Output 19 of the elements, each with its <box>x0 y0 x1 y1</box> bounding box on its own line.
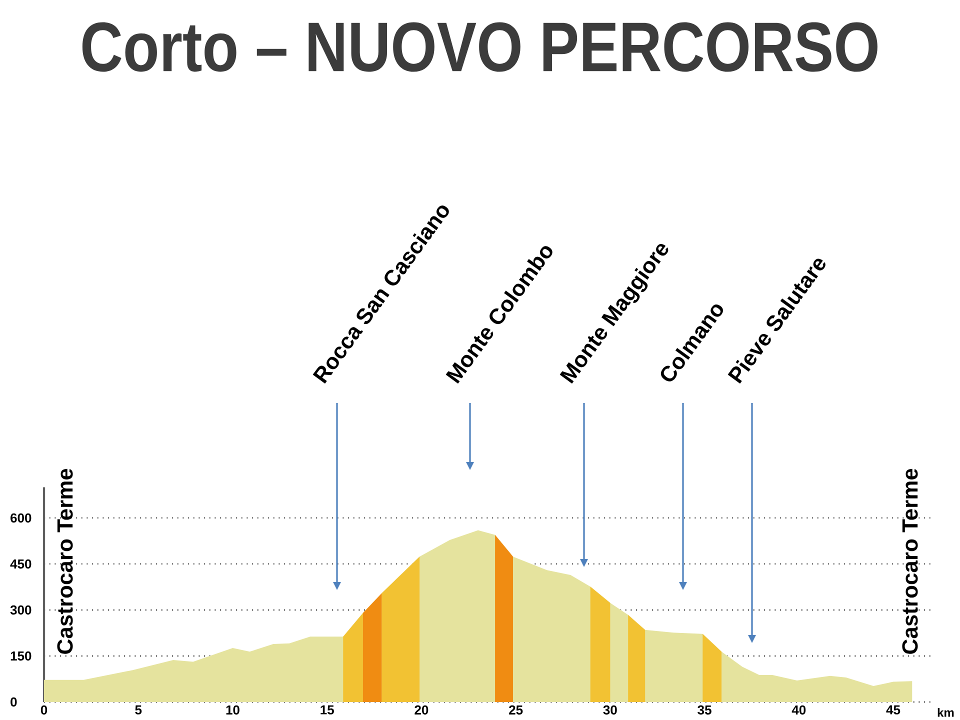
annotation: Castrocaro Terme <box>902 468 918 654</box>
chart-title: Corto – NUOVO PERCORSO <box>82 22 878 72</box>
x-tick-label: 20 <box>414 705 428 715</box>
x-axis-title: km <box>938 708 954 717</box>
annotation: Castrocaro Terme <box>57 468 73 654</box>
x-tick-label: 15 <box>320 705 334 714</box>
y-tick-label: 300 <box>10 605 32 615</box>
y-tick-label: 0 <box>10 697 17 707</box>
x-tick-label: 10 <box>226 705 240 715</box>
x-tick-label: 30 <box>603 705 617 715</box>
y-tick-label: 450 <box>10 559 32 569</box>
x-tick-label: 35 <box>698 705 712 715</box>
y-tick-label: 600 <box>10 513 32 523</box>
x-tick-label: 45 <box>886 705 900 714</box>
x-tick-label: 0 <box>40 705 48 715</box>
x-tick-label: 5 <box>135 705 142 714</box>
x-tick-label: 25 <box>509 705 523 715</box>
x-tick-label: 40 <box>792 705 806 715</box>
y-tick-label: 150 <box>10 651 32 661</box>
